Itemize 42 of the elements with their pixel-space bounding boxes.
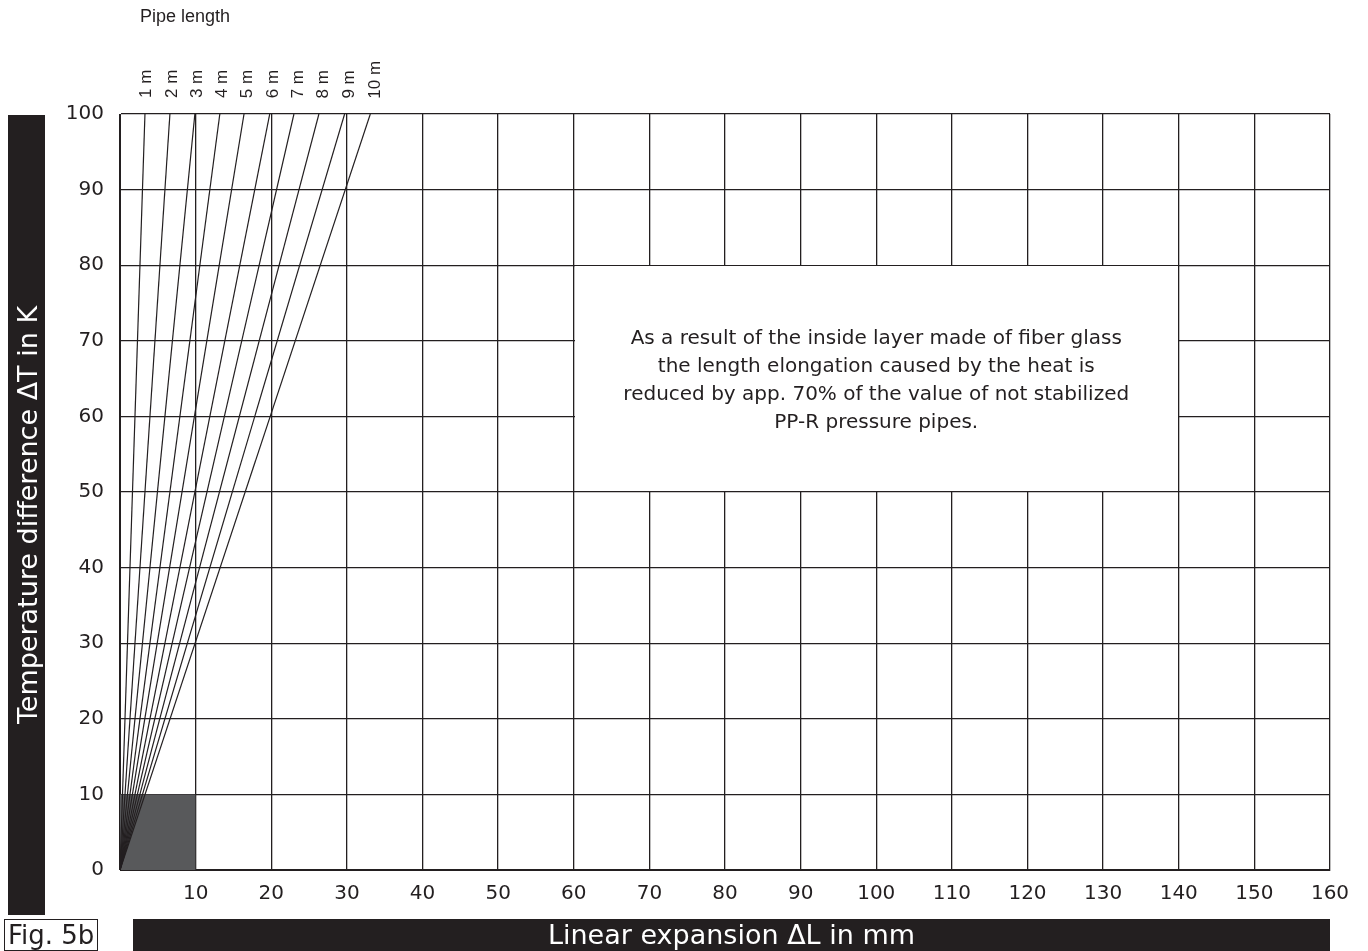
x-tick-label: 90 [787,880,814,905]
x-tick-label: 10 [182,880,209,905]
x-tick-label: 150 [1235,880,1274,905]
x-tick-label: 30 [334,880,360,905]
text-box: As a result of the inside layer made of fiber glass the length elongation caused by the heat is reduced by app. 70% of the value of not stabilized PP-R pressure pipes. [574,266,1178,491]
y-tick-label: 20 [78,705,104,729]
text: 2 m [161,69,181,99]
y-tick-label: 0 [91,856,104,881]
text: 8 m [313,70,333,99]
x-tick-label: 100 [857,880,896,905]
text: 10 m [365,60,385,99]
x-tick-label: 20 [258,880,284,905]
y-axis-title: Temperature difference ΔT in K [11,305,42,725]
y-tick-label: 30 [78,629,104,654]
y-tick-label: 100 [65,100,104,125]
text: 9 m [339,70,359,99]
x-tick-label: 130 [1084,880,1123,905]
y-tick-label: 40 [78,553,104,578]
x-axis-title: Linear expansion ΔL in mm [133,919,1330,951]
x-tick-label: 80 [712,880,738,905]
caption: Fig. 5b [4,919,99,951]
x-tick-label: 160 [1310,880,1350,905]
legend-title: Pipe length [140,6,231,27]
y-tick-label: 80 [78,251,104,276]
x-tick-label: 70 [636,880,663,905]
text: 4 m [212,69,232,99]
text: 3 m [186,69,206,99]
y-tick-label: 60 [78,402,104,427]
text: 7 m [287,70,307,99]
x-tick-label: 50 [485,880,511,905]
x-tick-label: 110 [932,880,971,905]
text: 5 m [236,69,256,99]
x-tick-label: 120 [1008,880,1047,905]
y-tick-label: 70 [78,327,104,351]
x-tick-label: 140 [1159,880,1198,905]
x-tick-label: 60 [561,880,587,905]
y-tick-label: 50 [78,478,104,503]
y-tick-label: 90 [78,175,104,200]
x-tick-label: 40 [409,880,436,905]
text: 1 m [136,69,156,99]
y-tick-label: 10 [78,780,104,805]
text: 6 m [263,69,283,99]
